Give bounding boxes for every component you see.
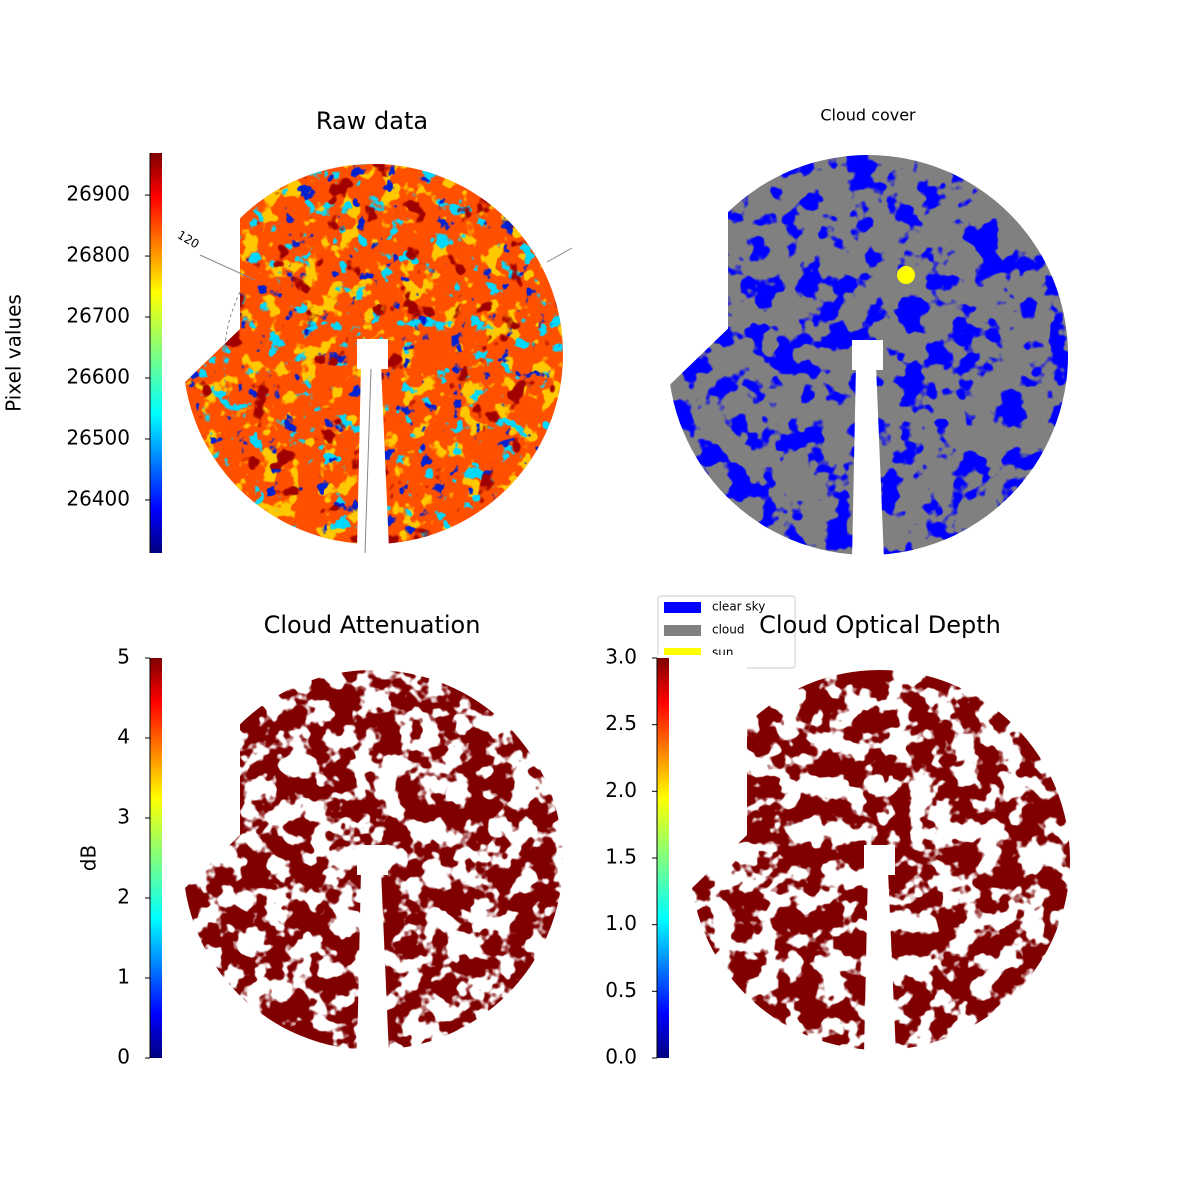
sun — [897, 266, 915, 284]
colorbar-tick-label: 2.5 — [605, 711, 637, 735]
colorbar-tick-label: 0.5 — [605, 978, 637, 1002]
mask-cutout — [645, 655, 747, 890]
sky-image — [668, 155, 1068, 555]
colorbar-tick-label: 1.0 — [605, 911, 637, 935]
mask-slot — [357, 870, 389, 1055]
mask-center — [852, 340, 883, 370]
colorbar-tick-label: 5 — [117, 645, 130, 669]
colorbar-tick-label: 3.0 — [605, 645, 637, 669]
panel-title: Cloud Attenuation — [264, 611, 481, 639]
colorbar-tick-label: 26800 — [66, 243, 130, 267]
mask-slot — [852, 365, 884, 560]
overlay-arc — [223, 291, 241, 421]
colorbar-tick-label: 26600 — [66, 365, 130, 389]
colorbar-tick-label: 1 — [117, 965, 130, 989]
colorbar-tick-label: 0 — [117, 1045, 130, 1069]
mask-slot — [357, 364, 389, 549]
panel-title: Raw data — [316, 107, 428, 135]
mask-center — [864, 845, 895, 875]
colorbar-tick-label: 4 — [117, 725, 130, 749]
mask-center — [357, 845, 388, 875]
mask-slot — [864, 870, 896, 1055]
colorbar-tick-label: 2 — [117, 885, 130, 909]
legend-swatch — [664, 625, 701, 636]
mask-cutout — [620, 139, 728, 387]
colorbar-label: Pixel values — [2, 294, 26, 412]
overlay-line — [199, 254, 256, 281]
colorbar — [150, 658, 162, 1058]
legend-swatch — [664, 602, 701, 613]
panel-title: Cloud cover — [820, 106, 916, 125]
colorbar-tick-label: 3 — [117, 805, 130, 829]
colorbar-tick-label: 26400 — [66, 486, 130, 510]
legend-label: clear sky — [712, 600, 765, 614]
colorbar-tick-label: 26900 — [66, 182, 130, 206]
colorbar-tick-label: 0.0 — [605, 1045, 637, 1069]
colorbar — [150, 153, 162, 553]
colorbar — [657, 658, 669, 1058]
overlay-line — [364, 368, 372, 554]
mask-center — [357, 339, 388, 369]
colorbar-tick-label: 26700 — [66, 304, 130, 328]
colorbar-tick-label: 1.5 — [605, 845, 637, 869]
mask-cutout — [138, 149, 240, 384]
colorbar-tick-label: 2.0 — [605, 778, 637, 802]
colorbar-tick-label: 26500 — [66, 425, 130, 449]
mask-cutout — [138, 655, 240, 890]
colorbar-label: dB — [77, 845, 101, 871]
legend-label: cloud — [712, 623, 745, 637]
overlay-line — [546, 247, 573, 263]
legend-swatch — [664, 648, 701, 659]
panel-title: Cloud Optical Depth — [759, 611, 1001, 639]
